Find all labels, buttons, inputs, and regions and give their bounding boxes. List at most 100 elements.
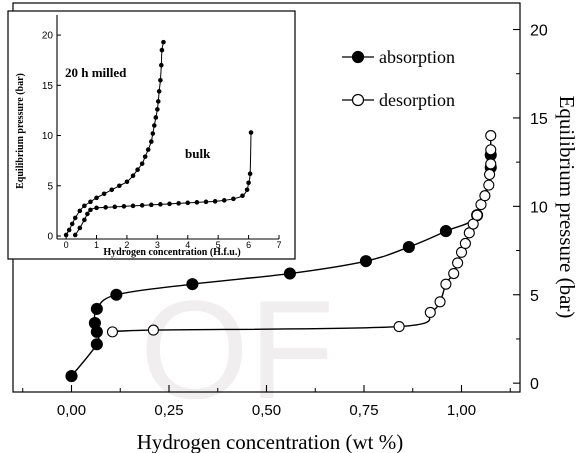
legend-label-absorption: absorption (379, 47, 455, 67)
inset-point-bulk-11 (148, 202, 154, 208)
inset-point-20-h-milled-22 (155, 99, 161, 104)
main-point-absorption-7 (283, 267, 296, 280)
main-x-tick-label: 0,75 (349, 402, 378, 419)
inset-point-20-h-milled-26 (159, 47, 165, 53)
inset-point-bulk-16 (194, 200, 200, 205)
legend-label-desorption: desorption (379, 90, 455, 110)
inset-y-tick-label: 5 (47, 181, 53, 192)
inset-point-20-h-milled-24 (158, 77, 163, 83)
main-x-tick-label: 0,00 (57, 402, 86, 419)
main-point-desorption-14 (479, 190, 491, 202)
main-x-tick-label: 0,25 (154, 402, 183, 419)
inset-point-bulk-12 (158, 202, 163, 207)
main-y-tick-label: 10 (530, 199, 548, 216)
inset-point-bulk-10 (139, 203, 145, 208)
main-point-absorption-9 (402, 240, 415, 254)
main-point-absorption-4 (90, 302, 103, 315)
main-y-tick-label: 15 (530, 111, 548, 128)
inset-point-20-h-milled-8 (101, 191, 107, 197)
main-point-desorption-15 (483, 179, 495, 191)
main-point-desorption-19 (485, 130, 497, 142)
main-point-desorption-1 (147, 324, 159, 336)
inset-x-tick-label: 6 (246, 240, 251, 250)
inset-point-bulk-19 (221, 198, 227, 203)
inset-point-20-h-milled-21 (155, 107, 160, 112)
inset-point-20-h-milled-20 (153, 115, 159, 120)
inset-point-bulk-21 (240, 193, 245, 199)
inset-markers (63, 39, 254, 238)
inset-point-20-h-milled-23 (156, 89, 162, 94)
inset-point-20-h-milled-17 (148, 139, 154, 144)
inset-point-20-h-milled-15 (142, 154, 148, 159)
inset-point-bulk-25 (248, 130, 254, 135)
inset-point-bulk-23 (246, 180, 251, 186)
main-markers (65, 130, 497, 383)
inset-point-bulk-7 (112, 204, 118, 210)
main-y-tick-label: 5 (530, 288, 539, 305)
inset-point-20-h-milled-6 (88, 199, 93, 205)
main-point-absorption-0 (65, 370, 78, 383)
main-x-tick-label: 0,50 (252, 402, 281, 419)
inset-point-20-h-milled-1 (66, 227, 72, 233)
inset-point-20-h-milled-0 (63, 232, 69, 238)
inset-point-20-h-milled-19 (152, 123, 157, 128)
main-point-absorption-3 (88, 316, 101, 330)
inset-point-bulk-24 (247, 171, 253, 177)
inset-point-20-h-milled-12 (130, 173, 136, 179)
inset-point-bulk-5 (94, 205, 99, 211)
legend-marker-desorption (351, 93, 365, 107)
inset-point-bulk-9 (130, 203, 136, 209)
inset-curve-20-h-milled (65, 42, 164, 236)
main-point-desorption-9 (459, 237, 471, 250)
inset-point-bulk-13 (167, 201, 172, 207)
inset-y-tick-label: 15 (42, 81, 54, 92)
inset-axes: 0 1 2 3 4 5 6 7 0 5 10 15 20 (42, 15, 282, 250)
inset-point-20-h-milled-10 (117, 183, 122, 189)
inset-point-bulk-6 (103, 205, 108, 210)
main-point-absorption-8 (359, 255, 373, 268)
inset-x-tick-label: 1 (94, 240, 99, 250)
inset-y-tick-label: 10 (42, 131, 54, 142)
inset-point-bulk-1 (77, 225, 83, 231)
inset-y-tick-label: 0 (47, 231, 53, 242)
inset-x-tick-label: 4 (185, 240, 190, 250)
inset-point-20-h-milled-4 (77, 208, 83, 214)
main-point-desorption-3 (424, 306, 436, 318)
inset-point-bulk-4 (88, 207, 93, 213)
inset-point-bulk-14 (176, 201, 181, 206)
main-point-desorption-17 (485, 158, 497, 170)
main-point-desorption-7 (452, 257, 464, 269)
inset-point-20-h-milled-16 (145, 147, 151, 152)
inset-x-tick-label: 0 (64, 240, 69, 250)
inset-point-bulk-17 (203, 199, 209, 205)
inset-point-20-h-milled-14 (139, 161, 145, 166)
inset-point-20-h-milled-7 (94, 195, 99, 201)
inset-point-20-h-milled-3 (72, 215, 78, 221)
inset-point-20-h-milled-2 (69, 221, 75, 227)
legend-marker-absorption (351, 50, 365, 64)
inset-y-axis-label: Equilibrium pressure (bar) (15, 73, 26, 189)
inset-point-20-h-milled-18 (150, 131, 156, 136)
inset-point-bulk-22 (244, 187, 250, 193)
inset-point-20-h-milled-9 (109, 187, 115, 193)
main-y-tick-label: 0 (530, 376, 539, 393)
main-point-absorption-10 (439, 225, 452, 238)
inset-point-20-h-milled-11 (124, 179, 130, 185)
main-point-absorption-1 (90, 338, 103, 351)
main-y-tick-label: 20 (530, 23, 548, 40)
legend: absorption desorption (342, 47, 455, 110)
inset-point-20-h-milled-25 (159, 62, 164, 68)
main-point-desorption-2 (393, 321, 405, 333)
inset-y-tick-label: 20 (42, 31, 54, 42)
inset-point-bulk-18 (212, 199, 218, 204)
inset-point-bulk-20 (231, 196, 236, 202)
watermark: OF (140, 271, 334, 428)
inset-x-tick-label: 5 (216, 240, 221, 250)
main-point-absorption-5 (110, 288, 123, 301)
inset-point-bulk-2 (82, 217, 87, 223)
inset-point-20-h-milled-27 (161, 39, 166, 45)
inset-point-20-h-milled-5 (82, 203, 87, 209)
main-x-tick-label: 1,00 (447, 402, 476, 419)
